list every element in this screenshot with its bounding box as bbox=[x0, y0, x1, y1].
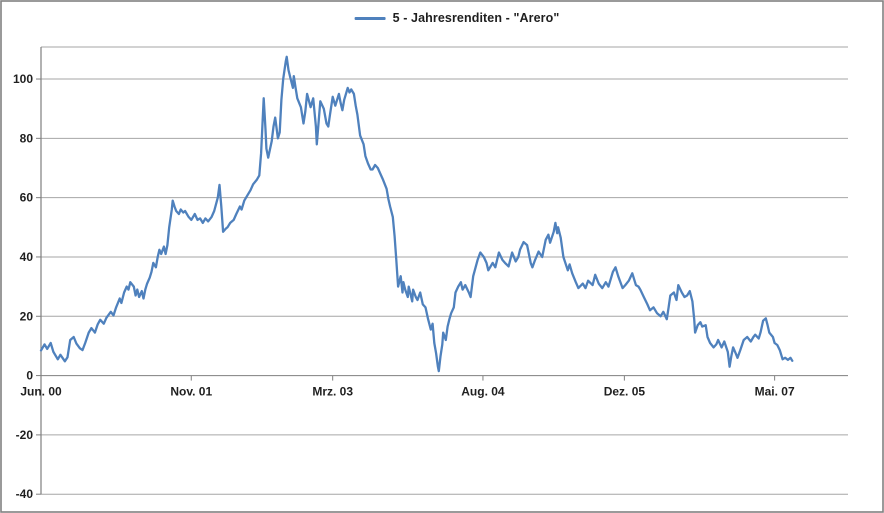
x-tick-label: Aug. 04 bbox=[461, 385, 505, 399]
y-tick-label: 20 bbox=[20, 309, 34, 323]
y-tick-label: -40 bbox=[16, 487, 34, 501]
series-line bbox=[39, 55, 794, 373]
y-tick-label: 0 bbox=[26, 369, 33, 383]
y-tick-label: 60 bbox=[20, 191, 34, 205]
y-tick-label: 100 bbox=[13, 72, 33, 86]
y-tick-label: -20 bbox=[16, 428, 34, 442]
x-tick-label: Mai. 07 bbox=[755, 385, 795, 399]
legend-label: 5 - Jahresrenditen - "Arero" bbox=[392, 11, 560, 25]
y-tick-label: 40 bbox=[20, 250, 34, 264]
x-tick-label: Dez. 05 bbox=[604, 385, 646, 399]
legend-line-marker bbox=[354, 16, 386, 20]
y-tick-label: 80 bbox=[20, 131, 34, 145]
x-tick-label: Mrz. 03 bbox=[312, 385, 353, 399]
x-tick-label: Nov. 01 bbox=[170, 385, 212, 399]
legend[interactable]: 5 - Jahresrenditen - "Arero" bbox=[354, 11, 560, 25]
x-tick-label: Jun. 00 bbox=[20, 385, 62, 399]
